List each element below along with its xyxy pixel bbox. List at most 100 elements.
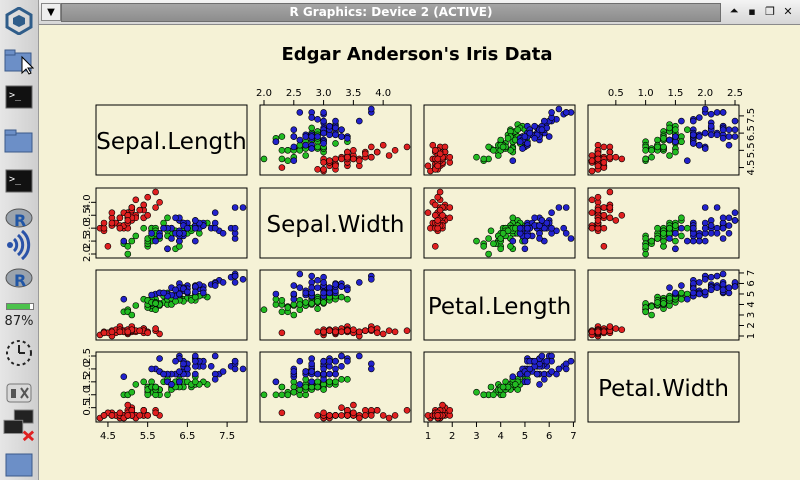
desktop-icon[interactable]: [3, 450, 35, 480]
virginica-point: [272, 138, 280, 145]
virginica-point: [219, 230, 227, 237]
setosa-point: [367, 153, 375, 161]
virginica-point: [678, 282, 685, 289]
virginica-point: [192, 370, 199, 378]
setosa-point: [355, 157, 363, 164]
setosa-point: [612, 153, 620, 161]
tick-label: 2.5: [82, 348, 93, 364]
virginica-point: [719, 126, 727, 133]
virginica-point: [548, 368, 555, 375]
tick-label: 3.5: [82, 207, 93, 223]
tick-label: 0.5: [608, 88, 624, 99]
versicolor-point: [642, 308, 649, 316]
virginica-point: [320, 117, 327, 125]
shade-button[interactable]: ⏶: [726, 3, 742, 19]
tick-label: 3: [746, 312, 757, 318]
tick-label: 3.0: [82, 220, 93, 236]
window-menu-button[interactable]: ▼: [41, 3, 61, 21]
tick-label: 3.0: [316, 88, 332, 99]
virginica-point: [367, 105, 375, 113]
minimize-button[interactable]: ▪: [744, 3, 760, 19]
versicolor-point: [308, 124, 316, 132]
virginica-point: [211, 209, 219, 216]
versicolor-point: [320, 299, 327, 306]
versicolor-point: [338, 293, 345, 301]
virginica-point: [332, 281, 339, 288]
clock-icon[interactable]: [3, 338, 35, 368]
setosa-point: [403, 143, 411, 151]
setosa-point: [116, 224, 124, 232]
virginica-point: [524, 224, 531, 232]
versicolor-point: [672, 222, 679, 229]
setosa-point: [588, 167, 596, 175]
setosa-point: [350, 155, 357, 163]
virginica-point: [695, 279, 703, 286]
versicolor-point: [473, 388, 480, 396]
file-manager-icon[interactable]: [3, 46, 35, 76]
setosa-point: [385, 152, 393, 159]
tick-label: 5.5: [140, 431, 156, 442]
virginica-point: [231, 224, 239, 232]
versicolor-point: [666, 224, 673, 232]
virginica-point: [207, 362, 215, 370]
setosa-point: [431, 147, 439, 154]
dock: >_ >_ R R 87%: [0, 0, 39, 480]
setosa-point: [116, 214, 124, 222]
virginica-point: [192, 237, 199, 245]
versicolor-point: [284, 304, 292, 311]
r-icon[interactable]: R: [3, 204, 35, 234]
virginica-point: [296, 381, 304, 388]
panel-frame: [95, 104, 248, 176]
maximize-button[interactable]: ❐: [762, 3, 778, 19]
setosa-point: [144, 329, 151, 337]
setosa-point: [132, 196, 140, 204]
setosa-point: [100, 412, 108, 419]
tick-label: 2.5: [727, 88, 743, 99]
virginica-point: [320, 129, 327, 137]
virginica-point: [338, 133, 345, 140]
virginica-point: [519, 145, 526, 152]
virginica-point: [683, 237, 691, 245]
setosa-point: [116, 409, 124, 417]
setosa-point: [594, 217, 602, 224]
versicolor-point: [499, 143, 507, 151]
settings-icon[interactable]: [3, 378, 35, 408]
setosa-point: [344, 327, 351, 335]
virginica-point: [548, 209, 555, 216]
setosa-point: [338, 328, 345, 336]
close-button[interactable]: ✕: [780, 3, 796, 19]
setosa-point: [332, 155, 339, 163]
virginica-point: [320, 279, 327, 286]
virginica-point: [521, 245, 529, 253]
network-disconnected-icon[interactable]: [3, 409, 35, 442]
setosa-point: [344, 153, 351, 161]
tick-label: 1.0: [82, 387, 93, 403]
virginica-point: [308, 133, 316, 140]
setosa-point: [320, 328, 327, 336]
virginica-point: [332, 131, 339, 139]
virginica-point: [314, 284, 321, 292]
r-icon[interactable]: R: [3, 264, 35, 294]
tick-label: 3: [473, 431, 479, 442]
tick-label: 6: [546, 431, 552, 442]
setosa-point: [588, 196, 596, 204]
logo-icon[interactable]: [3, 6, 35, 36]
virginica-point: [192, 217, 199, 224]
wifi-icon[interactable]: [3, 230, 35, 260]
virginica-point: [290, 157, 298, 164]
terminal-icon[interactable]: >_: [3, 82, 35, 112]
virginica-point: [683, 157, 691, 164]
title-bar[interactable]: ▼ R Graphics: Device 2 (ACTIVE) ⏶ ▪ ❐ ✕: [39, 0, 800, 25]
virginica-point: [180, 360, 187, 368]
terminal-icon[interactable]: >_: [3, 166, 35, 196]
variable-label: Sepal.Width: [267, 212, 405, 238]
versicolor-point: [678, 295, 685, 303]
chart-title: Edgar Anderson's Iris Data: [281, 44, 552, 65]
virginica-point: [731, 117, 739, 125]
folder-icon[interactable]: [3, 126, 35, 156]
setosa-point: [278, 329, 286, 337]
setosa-point: [152, 204, 159, 211]
virginica-point: [290, 290, 298, 298]
tick-label: 2.0: [82, 361, 93, 377]
versicolor-point: [499, 383, 507, 391]
